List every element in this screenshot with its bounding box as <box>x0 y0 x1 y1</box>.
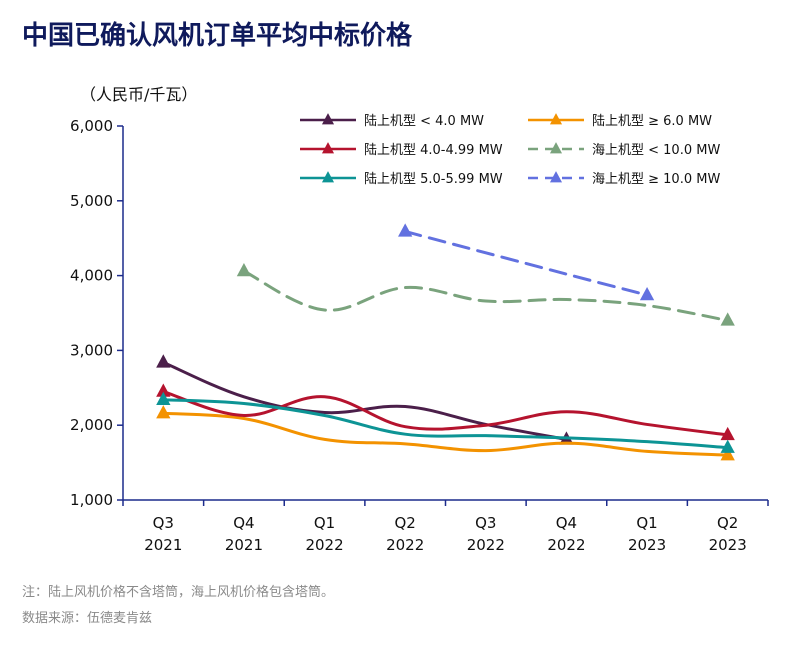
series-4 <box>156 391 735 453</box>
source-note: 数据来源：伍德麦肯兹 <box>22 611 152 626</box>
legend-label: 海上机型 ≥ 10.0 MW <box>592 172 720 187</box>
legend-swatch-marker <box>549 113 563 125</box>
legend-swatch-marker <box>549 142 563 154</box>
x-tick-label: Q1 2023 <box>628 514 666 554</box>
x-tick-label: Q2 2022 <box>386 514 424 554</box>
legend-swatch-marker <box>549 171 563 183</box>
series-point <box>639 286 655 301</box>
series-point <box>720 312 735 326</box>
legend-swatch-marker <box>321 113 335 125</box>
axes: 1,000 2,000 3,000 4,000 5,000 6,000 Q3 2021 Q4 20… <box>70 117 769 554</box>
legend-label: 陆上机型 4.0-4.99 MW <box>364 142 503 158</box>
legend-item: 陆上机型 < 4.0 MW <box>300 113 484 129</box>
x-tick-label: Q4 2021 <box>225 514 263 554</box>
y-axis-unit-label: （人民币/千瓦） <box>80 85 197 104</box>
series-layer <box>156 223 735 461</box>
legend-swatch-marker <box>321 142 335 154</box>
legend-item: 海上机型 < 10.0 MW <box>528 142 720 158</box>
series-point <box>720 439 735 453</box>
series-3 <box>236 263 735 326</box>
series-line <box>161 398 730 450</box>
y-tick-label: 6,000 <box>70 117 113 135</box>
y-tick-label: 3,000 <box>70 341 113 359</box>
y-tick-label: 4,000 <box>70 267 113 285</box>
legend-label: 陆上机型 < 4.0 MW <box>364 113 484 129</box>
series-line <box>242 269 730 322</box>
series-line <box>403 229 649 297</box>
x-tick-label: Q2 2023 <box>709 514 747 554</box>
series-point <box>156 383 171 397</box>
x-tick-label: Q3 2022 <box>467 514 505 554</box>
footnote: 注：陆上风机价格不含塔筒，海上风机价格包含塔筒。 <box>22 584 334 600</box>
legend-item: 海上机型 ≥ 10.0 MW <box>528 171 720 187</box>
series-point <box>398 223 413 237</box>
series-point <box>156 391 171 405</box>
series-point <box>156 405 171 419</box>
series-line <box>161 411 730 457</box>
series-point <box>720 426 735 441</box>
legend-label: 陆上机型 ≥ 6.0 MW <box>592 113 712 129</box>
series-1 <box>156 405 735 461</box>
y-tick-label: 1,000 <box>70 491 113 509</box>
legend-label: 海上机型 < 10.0 MW <box>592 143 720 158</box>
x-tick-label: Q4 2022 <box>547 514 585 554</box>
series-0 <box>156 354 574 445</box>
series-line <box>161 390 730 437</box>
x-tick-label: Q3 2021 <box>144 514 182 554</box>
series-point <box>236 263 252 277</box>
x-tick-label: Q1 2022 <box>305 514 343 554</box>
legend-item: 陆上机型 ≥ 6.0 MW <box>528 113 712 129</box>
legend-item: 陆上机型 4.0-4.99 MW <box>300 142 503 158</box>
chart-title: 中国已确认风机订单平均中标价格 <box>22 20 413 51</box>
y-tick-label: 2,000 <box>70 416 113 434</box>
legend-label: 陆上机型 5.0-5.99 MW <box>364 171 503 187</box>
series-point <box>156 354 171 368</box>
series-5 <box>398 223 655 301</box>
legend-swatch-marker <box>321 171 335 183</box>
legend-item: 陆上机型 5.0-5.99 MW <box>300 171 503 187</box>
series-point <box>720 447 735 461</box>
legend: 陆上机型 < 4.0 MW 陆上机型 ≥ 6.0 MW 陆上机型 4.0-4.99 … <box>300 113 720 187</box>
series-2 <box>156 383 735 441</box>
y-tick-label: 5,000 <box>70 192 113 210</box>
